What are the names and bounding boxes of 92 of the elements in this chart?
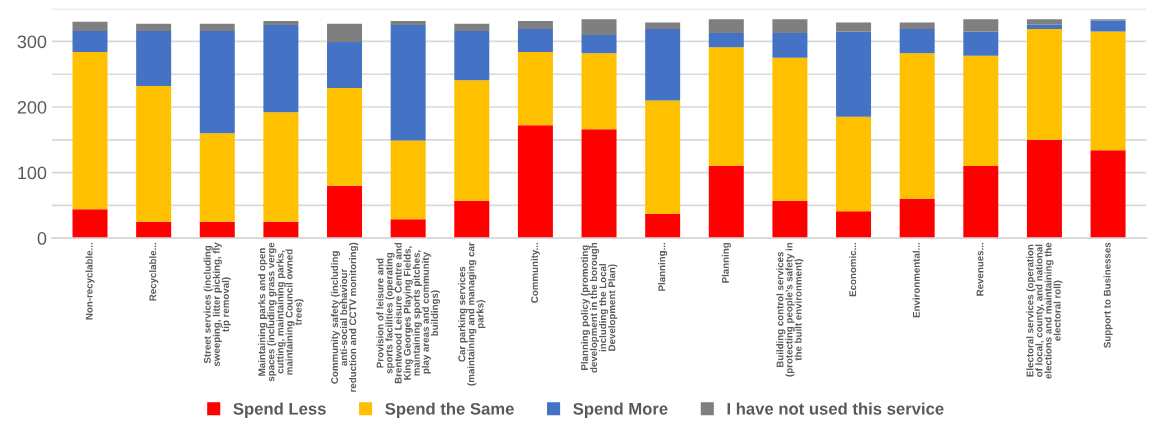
bar — [199, 30, 235, 134]
bar — [963, 55, 999, 167]
bar — [199, 133, 235, 222]
bar — [517, 51, 553, 126]
bar — [390, 25, 426, 141]
bar — [963, 166, 999, 239]
bar — [836, 211, 872, 239]
y-tick-label: 300 — [17, 35, 47, 49]
bar — [836, 116, 872, 212]
bar — [581, 129, 617, 239]
bar — [327, 42, 363, 88]
bar — [772, 200, 808, 239]
bar — [136, 30, 172, 87]
bar — [836, 22, 872, 32]
bar — [454, 30, 490, 81]
bar — [517, 28, 553, 52]
bar — [136, 23, 172, 31]
bar — [1026, 139, 1062, 239]
bar — [263, 112, 299, 222]
bar — [454, 80, 490, 201]
bar — [899, 22, 935, 29]
bar — [963, 19, 999, 32]
bar — [645, 28, 681, 101]
bar — [772, 57, 808, 201]
y-tick-label: 100 — [18, 166, 47, 180]
bar — [517, 125, 553, 239]
legend-label: Spend More — [573, 402, 668, 418]
bar — [581, 34, 617, 54]
x-tick-label: Planning — [721, 242, 731, 283]
x-tick-label: Provision of leisure and sports facilities (operating Brentwood Leisure Centre and King Georges Playing Fields, maintaining sports pitches, play areas and community buildings) — [376, 242, 440, 384]
bar — [581, 19, 617, 35]
bar — [390, 219, 426, 239]
bar — [708, 19, 744, 33]
bar — [72, 21, 108, 31]
bar — [772, 32, 808, 58]
bar — [454, 23, 490, 31]
bar — [899, 53, 935, 199]
y-tick-label: 0 — [37, 232, 47, 245]
bar — [72, 209, 108, 239]
bar — [1026, 19, 1062, 25]
bar — [327, 185, 363, 239]
bar — [645, 100, 681, 214]
x-tick-label: Economic... — [849, 242, 857, 297]
bar — [517, 21, 553, 29]
bar — [708, 47, 744, 167]
bar — [454, 200, 490, 239]
bar — [327, 23, 363, 43]
bar — [1090, 150, 1126, 239]
legend-label: Spend the Same — [385, 402, 514, 418]
x-tick-label: Maintaining parks and open spaces (including grass verge cutting, maintaining parks, maintaining Council owned trees) — [258, 242, 304, 382]
bar — [72, 51, 108, 210]
bar — [263, 221, 299, 239]
bar — [581, 53, 617, 130]
bar — [899, 28, 935, 54]
bar — [772, 19, 808, 33]
bar — [708, 166, 744, 239]
bar — [708, 32, 744, 48]
x-tick-label: Non-recyclable... — [85, 242, 95, 320]
bar — [1026, 28, 1062, 140]
x-tick-label: Revenues... — [976, 242, 984, 296]
bar — [1026, 24, 1062, 29]
x-tick-label: Building control services (protecting people’s safety in the built environment) — [776, 242, 804, 377]
bar — [899, 198, 935, 239]
bar — [963, 31, 999, 56]
bar — [327, 88, 363, 186]
bar — [199, 23, 235, 31]
x-tick-label: Street services (including sweeping, litter picking, fly tip removal) — [203, 242, 231, 367]
bar — [263, 25, 299, 113]
bar — [836, 31, 872, 117]
x-tick-label: Community safety (including anti-social behaviour reduction and CCTV monitoring) — [330, 242, 359, 392]
bar — [1090, 31, 1126, 151]
legend-label: Spend Less — [233, 402, 326, 418]
x-tick-label: Community... — [530, 242, 540, 303]
bar — [136, 221, 172, 239]
bar — [72, 30, 108, 52]
bar — [390, 21, 426, 26]
bar — [1090, 20, 1126, 32]
bar — [136, 86, 172, 222]
x-tick-label: Support to Businesses — [1103, 242, 1113, 348]
x-tick-label: Planning policy (promoting development in the borough including the Local Development Plan) — [580, 242, 618, 373]
bar — [645, 22, 681, 29]
x-tick-label: Electoral services (operation of local, county, and national elections and maintaining the electoral roll) — [1026, 242, 1063, 379]
bar — [263, 21, 299, 26]
x-tick-label: Planning... — [658, 242, 668, 291]
bar — [199, 221, 235, 239]
x-tick-label: Car parking services (maintaining and managing car parks) — [458, 242, 486, 386]
x-tick-label: Environmental... — [912, 242, 920, 318]
x-tick-label: Recyclable... — [149, 242, 159, 301]
y-tick-label: 200 — [17, 100, 47, 114]
legend-label: I have not used this service — [727, 402, 944, 415]
bar — [645, 213, 681, 239]
bar — [390, 140, 426, 220]
